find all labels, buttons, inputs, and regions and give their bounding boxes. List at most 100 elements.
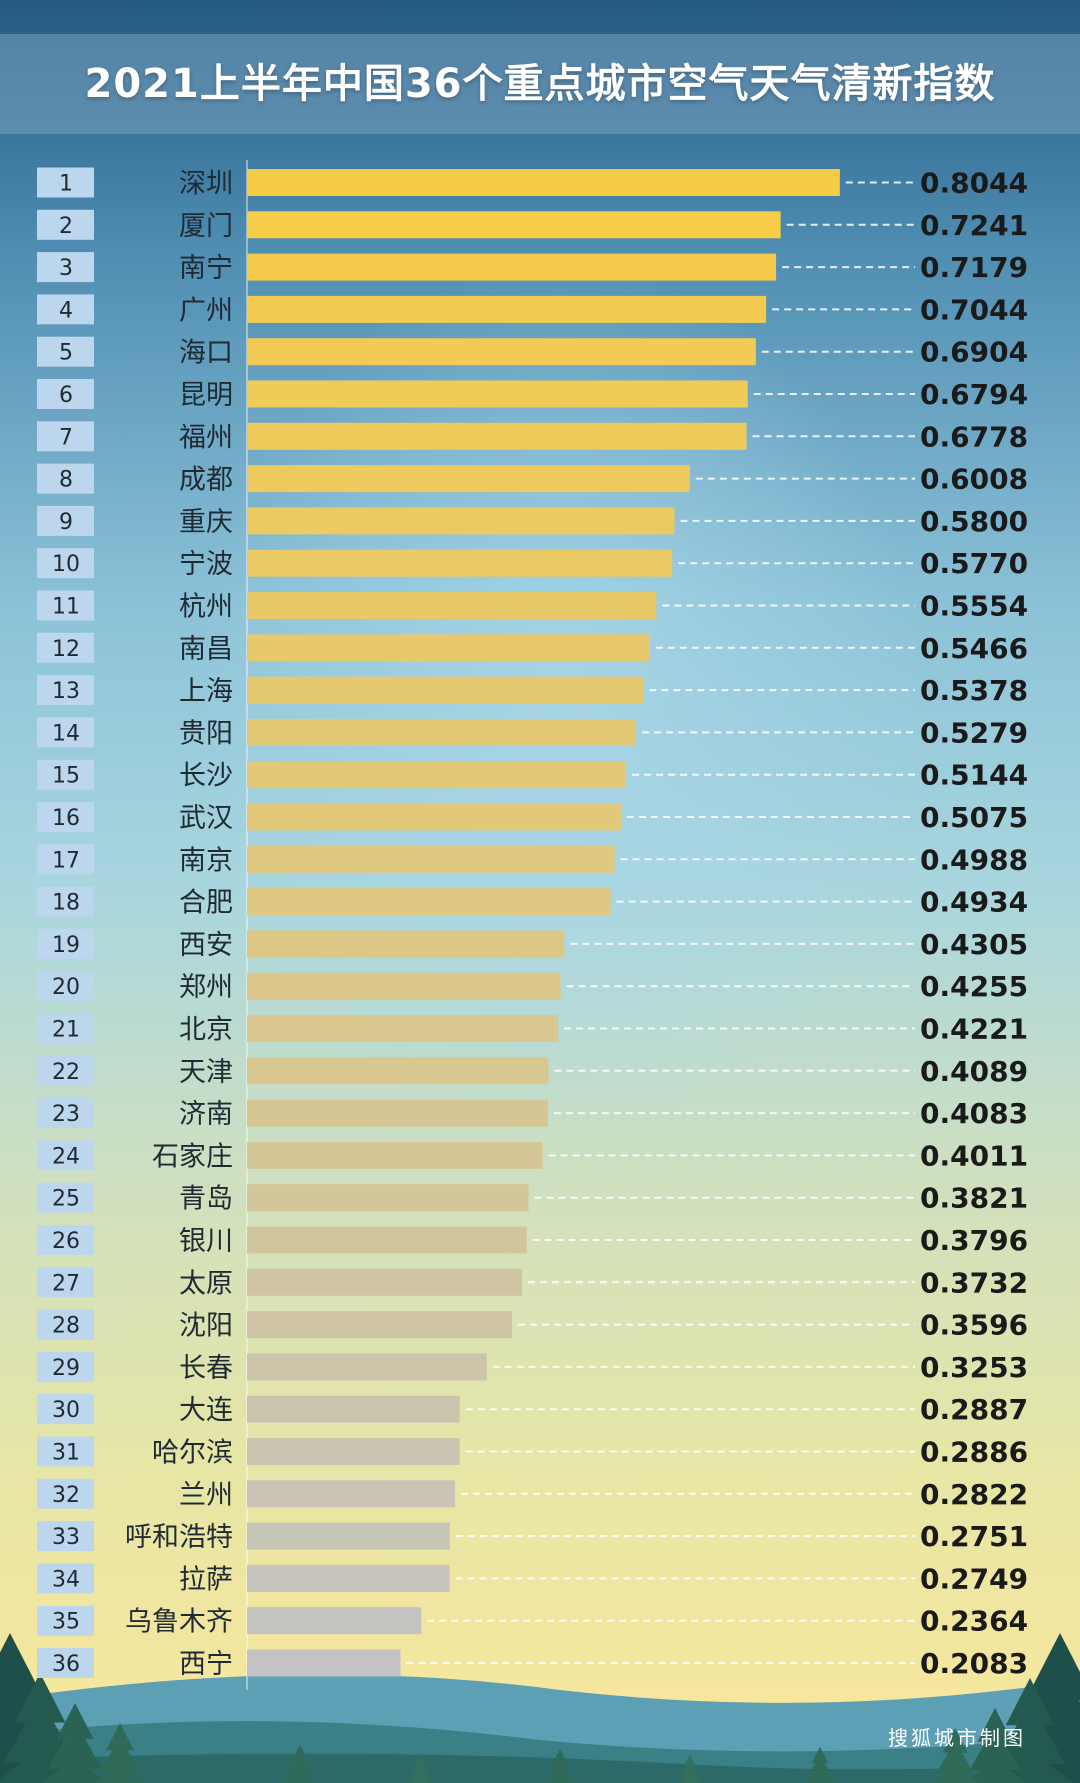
value-label: 0.5770 — [920, 547, 1028, 580]
city-label: 成都 — [179, 465, 233, 496]
source-credit: 搜狐城市制图 — [888, 1726, 1026, 1750]
bar-row: 36 西宁 0.2083 — [37, 1647, 1028, 1680]
value-label: 0.5378 — [920, 674, 1028, 707]
city-label: 杭州 — [179, 592, 233, 623]
value-label: 0.3253 — [920, 1351, 1028, 1384]
bar-row: 34 拉萨 0.2749 — [37, 1562, 1028, 1595]
rank-label: 24 — [52, 1144, 80, 1169]
city-label: 北京 — [179, 1015, 233, 1046]
rank-box — [37, 1351, 94, 1382]
bar-row: 30 大连 0.2887 — [37, 1393, 1028, 1426]
title-band — [0, 34, 1080, 134]
rank-label: 12 — [52, 637, 80, 662]
bar — [247, 972, 561, 1000]
city-label: 福州 — [179, 422, 233, 453]
value-label: 0.4305 — [920, 928, 1028, 961]
pine-tree-icon — [804, 1747, 836, 1783]
city-label: 南昌 — [179, 634, 233, 665]
city-label: 深圳 — [179, 169, 233, 200]
bar — [247, 1226, 527, 1254]
bar — [247, 1564, 450, 1592]
rank-box — [37, 1140, 94, 1171]
pine-tree-icon — [931, 1728, 979, 1783]
rank-box — [37, 505, 94, 536]
rank-box — [37, 1309, 94, 1340]
city-label: 乌鲁木齐 — [125, 1607, 233, 1638]
rank-label: 9 — [59, 510, 73, 535]
rank-label: 26 — [52, 1229, 80, 1254]
city-label: 大连 — [179, 1395, 233, 1426]
bar — [247, 1522, 450, 1550]
pine-tree-icon — [545, 1749, 575, 1783]
rank-box — [37, 379, 94, 409]
rank-box — [37, 1521, 94, 1552]
bar — [247, 676, 644, 704]
pine-tree-icon — [94, 1723, 146, 1783]
rank-label: 4 — [59, 298, 73, 323]
rank-box — [37, 675, 94, 706]
value-label: 0.6008 — [920, 463, 1028, 496]
bar — [247, 1015, 559, 1042]
rank-label: 14 — [52, 721, 80, 746]
bar-row: 12 南昌 0.5466 — [37, 632, 1028, 665]
city-label: 西宁 — [179, 1649, 233, 1680]
bar — [247, 253, 777, 281]
city-label: 昆明 — [179, 380, 233, 411]
bar — [247, 1438, 460, 1465]
rank-label: 16 — [52, 806, 80, 831]
rank-label: 2 — [59, 214, 73, 239]
city-label: 上海 — [179, 676, 233, 707]
value-label: 0.5466 — [920, 632, 1028, 665]
bar-row: 18 合肥 0.4934 — [37, 886, 1028, 919]
bar — [247, 380, 748, 408]
rank-label: 21 — [52, 1018, 80, 1043]
value-label: 0.4221 — [920, 1013, 1028, 1046]
value-label: 0.6904 — [920, 336, 1028, 369]
bar — [247, 1057, 549, 1085]
bar — [247, 718, 637, 746]
rank-label: 11 — [52, 595, 80, 620]
value-label: 0.3796 — [920, 1224, 1028, 1257]
bar — [247, 888, 611, 916]
bar-row: 15 长沙 0.5144 — [37, 759, 1028, 792]
rank-label: 29 — [52, 1356, 80, 1381]
value-label: 0.5554 — [920, 590, 1028, 623]
bar-row: 10 宁波 0.5770 — [37, 547, 1028, 580]
pine-tree-icon — [963, 1708, 1027, 1783]
city-label: 哈尔滨 — [152, 1438, 233, 1469]
city-label: 长春 — [179, 1353, 233, 1384]
value-label: 0.5075 — [920, 801, 1028, 834]
bar — [247, 549, 673, 577]
bar — [247, 507, 675, 535]
value-label: 0.3821 — [920, 1182, 1028, 1215]
bar-row: 5 海口 0.6904 — [37, 336, 1028, 369]
value-label: 0.7044 — [920, 293, 1028, 326]
pine-tree-icon — [407, 1753, 433, 1783]
rank-box — [37, 844, 94, 875]
bar — [247, 1353, 487, 1381]
bar — [247, 1311, 513, 1339]
pine-tree-icon — [41, 1703, 109, 1783]
bar-row: 35 乌鲁木齐 0.2364 — [37, 1605, 1028, 1638]
value-label: 0.7179 — [920, 251, 1028, 284]
bar-row: 3 南宁 0.7179 — [37, 251, 1028, 284]
pine-tree-icon — [678, 1755, 702, 1783]
bar — [247, 1184, 529, 1212]
rank-box — [37, 548, 94, 579]
city-label: 呼和浩特 — [125, 1522, 233, 1553]
city-label: 南宁 — [179, 253, 233, 284]
bar-row: 14 贵阳 0.5279 — [37, 716, 1028, 749]
value-label: 0.3596 — [920, 1309, 1028, 1342]
rank-label: 13 — [52, 679, 80, 704]
rank-label: 20 — [52, 975, 80, 1000]
city-label: 合肥 — [179, 888, 233, 919]
rank-box — [37, 590, 94, 621]
bar-row: 33 呼和浩特 0.2751 — [37, 1520, 1028, 1553]
rank-box — [37, 1055, 94, 1086]
city-label: 贵阳 — [179, 718, 233, 749]
rank-label: 17 — [52, 848, 80, 873]
bar-row: 23 济南 0.4083 — [37, 1097, 1028, 1130]
bar — [247, 845, 615, 873]
bar — [247, 169, 840, 196]
